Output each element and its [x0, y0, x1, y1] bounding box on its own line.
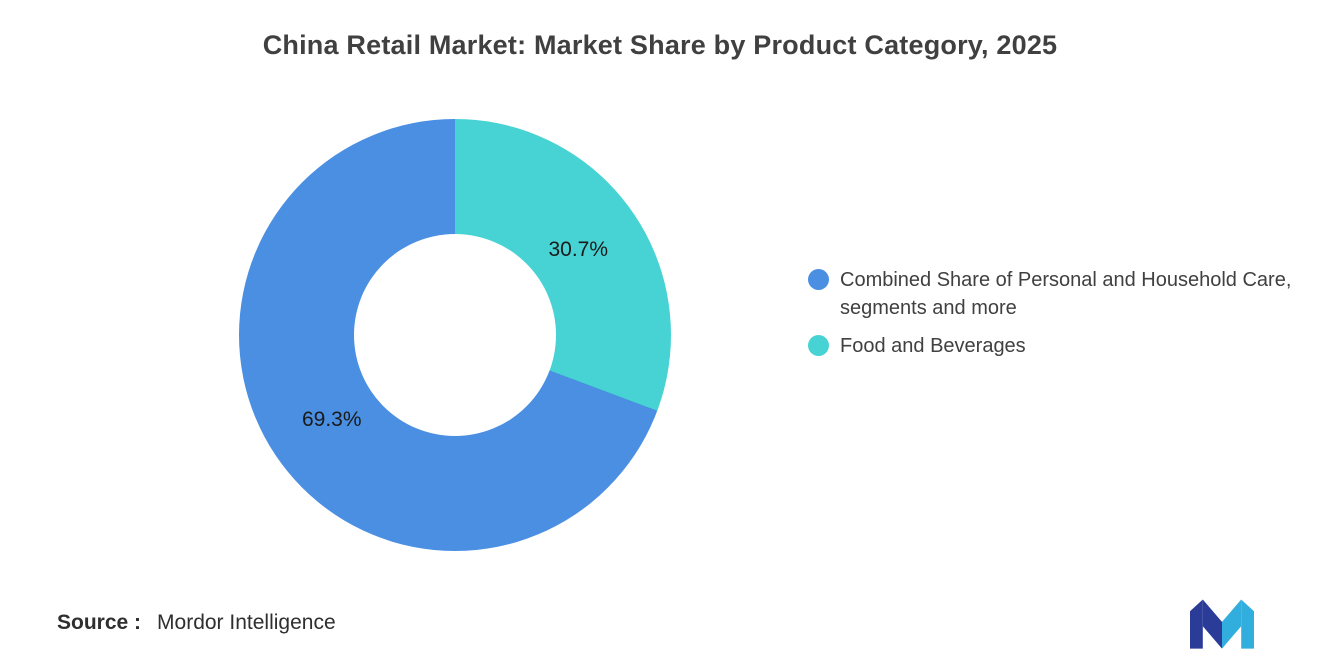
chart-title: China Retail Market: Market Share by Pro… — [262, 30, 1058, 60]
legend-item-food-beverages: Food and Beverages — [808, 332, 1313, 360]
donut-hole — [354, 234, 556, 436]
legend-item-combined-share: Combined Share of Personal and Household… — [808, 266, 1313, 323]
legend-swatch-combined-share-icon — [808, 269, 829, 290]
legend: Combined Share of Personal and Household… — [808, 266, 1313, 360]
slice-label-combined-share: 69.3% — [301, 408, 362, 432]
slice-label-food-beverages: 30.7% — [548, 237, 609, 261]
legend-swatch-food-beverages-icon — [808, 334, 829, 356]
donut-chart: 69.3% 30.7% — [239, 119, 671, 551]
mordor-intelligence-logo-icon — [1190, 597, 1254, 649]
legend-label-combined-share: Combined Share of Personal and Household… — [840, 269, 1292, 320]
source-line: Source : Mordor Intelligence — [57, 611, 336, 635]
source-label: Source : — [57, 611, 142, 634]
source-value: Mordor Intelligence — [157, 611, 336, 634]
legend-label-food-beverages: Food and Beverages — [840, 334, 1026, 357]
